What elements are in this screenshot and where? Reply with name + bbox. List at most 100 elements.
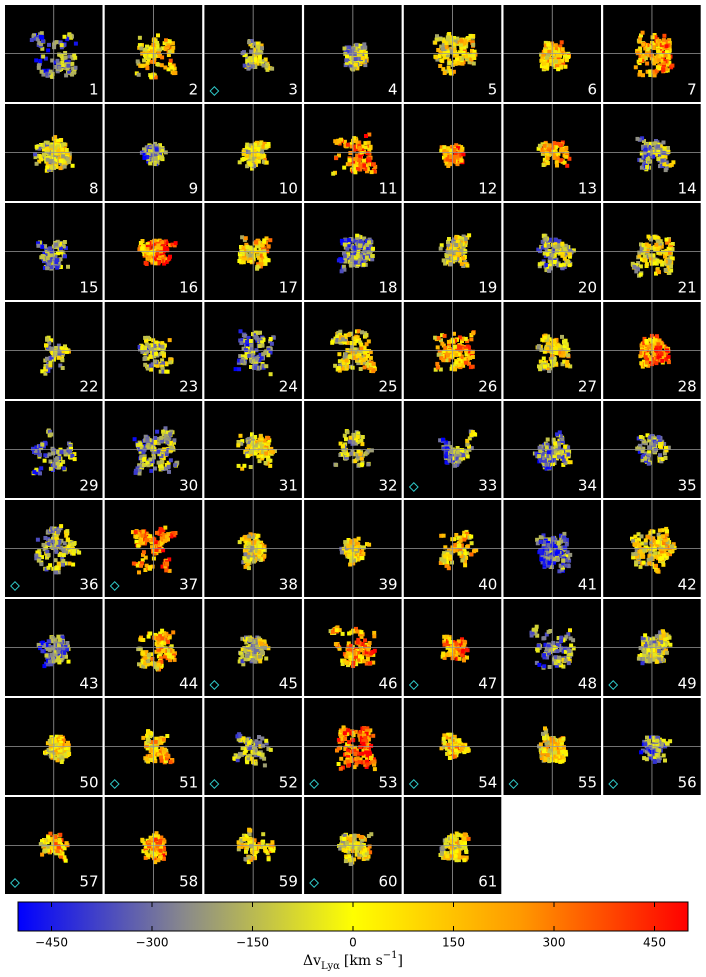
pixel bbox=[171, 46, 175, 50]
pixel bbox=[42, 153, 46, 157]
pixel bbox=[156, 244, 160, 248]
pixel bbox=[546, 156, 550, 160]
pixel bbox=[560, 335, 564, 339]
pixel bbox=[638, 58, 642, 62]
pixel bbox=[65, 148, 69, 152]
panel: 1 bbox=[5, 5, 103, 102]
pixel bbox=[545, 56, 549, 60]
pixel bbox=[461, 62, 465, 66]
panel: 27 bbox=[504, 302, 602, 399]
pixel bbox=[563, 65, 567, 69]
pixel bbox=[371, 247, 375, 251]
pixel bbox=[259, 262, 263, 266]
pixel bbox=[667, 355, 671, 359]
pixel bbox=[256, 147, 260, 151]
pixel bbox=[270, 342, 274, 346]
pixel bbox=[355, 234, 359, 238]
panel-label: 30 bbox=[179, 477, 198, 495]
pixel bbox=[43, 453, 47, 457]
pixel bbox=[240, 235, 244, 239]
pixel bbox=[49, 144, 53, 148]
pixel bbox=[155, 430, 159, 434]
pixel bbox=[561, 47, 565, 51]
pixel bbox=[165, 441, 169, 445]
pixel bbox=[443, 334, 447, 338]
pixel bbox=[546, 253, 550, 257]
pixel bbox=[661, 68, 665, 72]
panel-label: 23 bbox=[179, 378, 198, 396]
pixel bbox=[662, 34, 666, 38]
pixel bbox=[55, 457, 59, 461]
pixel bbox=[152, 60, 156, 64]
pixel bbox=[31, 447, 35, 451]
pixel bbox=[264, 461, 268, 465]
pixel bbox=[353, 157, 357, 161]
pixel bbox=[243, 334, 247, 338]
panel: 2 bbox=[105, 5, 203, 102]
pixel bbox=[160, 345, 164, 349]
pixel bbox=[172, 71, 176, 75]
pixel bbox=[639, 361, 643, 365]
pixel bbox=[543, 144, 547, 148]
pixel bbox=[37, 66, 41, 70]
pixel bbox=[39, 466, 43, 470]
pixel bbox=[145, 439, 149, 443]
pixel bbox=[343, 254, 347, 258]
pixel bbox=[469, 337, 473, 341]
pixel bbox=[442, 145, 446, 149]
pixel bbox=[73, 56, 77, 60]
pixel bbox=[248, 162, 252, 166]
pixel bbox=[560, 40, 564, 44]
pixel bbox=[32, 470, 36, 474]
pixel bbox=[245, 245, 249, 249]
pixel bbox=[638, 73, 642, 77]
pixel bbox=[237, 464, 241, 468]
pixel bbox=[347, 238, 351, 242]
pixel bbox=[543, 335, 547, 339]
pixel bbox=[660, 159, 664, 163]
pixel bbox=[139, 442, 143, 446]
pixel bbox=[441, 358, 445, 362]
pixel bbox=[369, 356, 373, 360]
pixel bbox=[239, 329, 243, 333]
pixel bbox=[62, 466, 66, 470]
pixel bbox=[254, 366, 258, 370]
pixel bbox=[54, 243, 58, 247]
pixel bbox=[46, 141, 50, 145]
panel-label: 1 bbox=[89, 81, 99, 99]
pixel bbox=[160, 460, 164, 464]
pixel bbox=[61, 154, 65, 158]
pixel bbox=[556, 67, 560, 71]
pixel bbox=[365, 255, 369, 259]
pixel bbox=[168, 39, 172, 43]
panel: 28 bbox=[603, 302, 701, 399]
panel-label: 21 bbox=[678, 279, 697, 297]
pixel bbox=[337, 258, 341, 262]
pixel bbox=[160, 155, 164, 159]
pixel bbox=[155, 148, 159, 152]
pixel bbox=[343, 243, 347, 247]
pixel bbox=[359, 367, 363, 371]
pixel bbox=[645, 165, 649, 169]
pixel bbox=[356, 354, 360, 358]
pixel bbox=[56, 59, 60, 63]
pixel bbox=[340, 269, 344, 273]
pixel bbox=[148, 161, 152, 165]
pixel bbox=[464, 361, 468, 365]
pixel bbox=[443, 71, 447, 75]
pixel bbox=[134, 471, 138, 475]
pixel bbox=[149, 469, 153, 473]
pixel bbox=[45, 266, 49, 270]
pixel bbox=[553, 260, 557, 264]
pixel bbox=[169, 59, 173, 63]
pixel bbox=[40, 443, 44, 447]
pixel bbox=[49, 70, 53, 74]
panel-label: 18 bbox=[379, 279, 398, 297]
pixel bbox=[156, 364, 160, 368]
pixel bbox=[140, 64, 144, 68]
panel: 13 bbox=[504, 104, 602, 201]
pixel bbox=[166, 370, 170, 374]
pixel bbox=[139, 47, 143, 51]
pixel bbox=[636, 137, 640, 141]
pixel bbox=[563, 247, 567, 251]
